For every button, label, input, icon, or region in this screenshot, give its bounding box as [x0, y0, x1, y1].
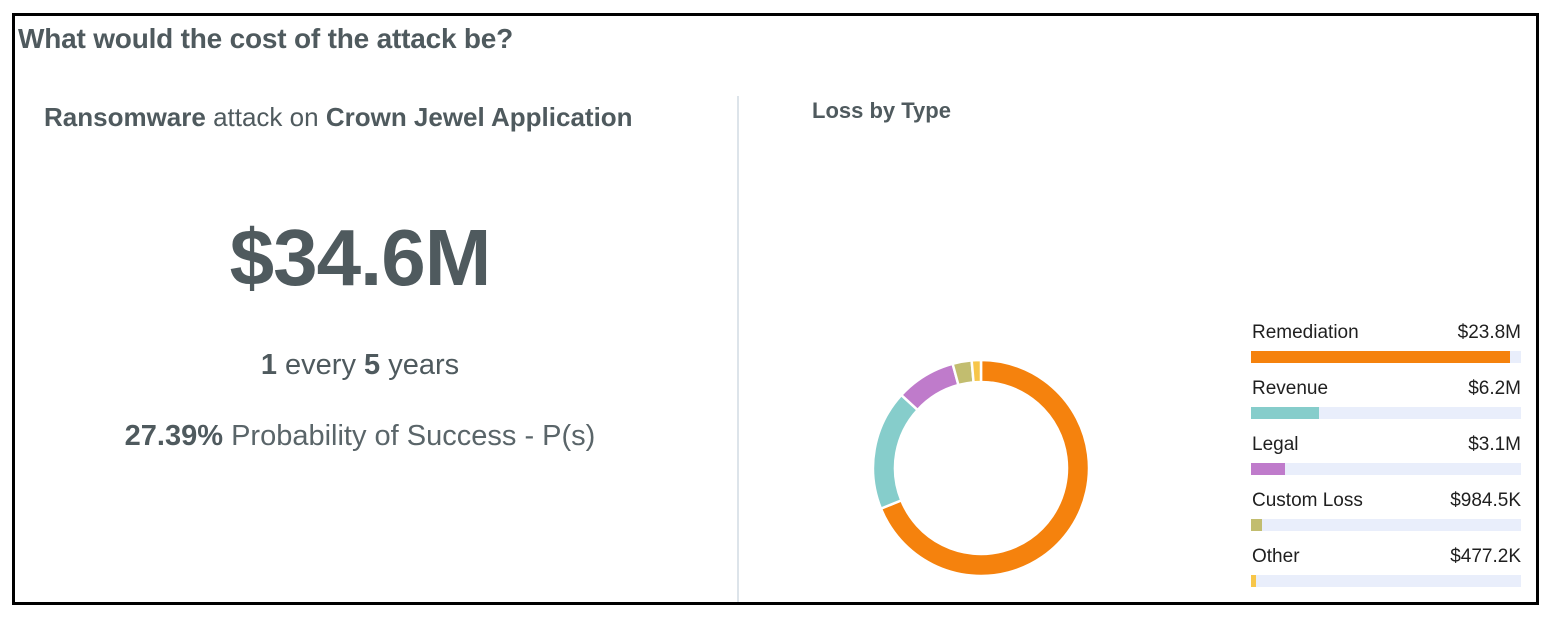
legend-bar-fill [1251, 463, 1285, 475]
legend-value: $477.2K [1450, 546, 1521, 567]
legend-label: Legal [1252, 434, 1299, 455]
legend-item-revenue[interactable]: Revenue $6.2M [1251, 374, 1521, 430]
frequency-prefix: 1 [260, 349, 277, 381]
legend-value: $6.2M [1468, 378, 1521, 399]
asset-name: Crown Jewel Application [325, 102, 633, 132]
legend-bar-track [1251, 351, 1521, 363]
legend-bar-track [1251, 575, 1521, 587]
legend-bar-fill [1251, 407, 1319, 419]
threat-name: Ransomware [44, 102, 206, 132]
legend-label: Remediation [1252, 322, 1359, 343]
panel-divider [737, 96, 739, 602]
loss-donut-chart [871, 358, 1091, 578]
donut-slice-legal[interactable] [899, 362, 960, 412]
legend-item-remediation[interactable]: Remediation $23.8M [1251, 318, 1521, 374]
frequency-middle: every [276, 349, 365, 381]
legend-bar-fill [1251, 575, 1257, 587]
probability-text: 27.39% Probability of Success - P(s) [15, 420, 705, 453]
legend-value: $23.8M [1457, 322, 1521, 343]
cost-card: What would the cost of the attack be? Ra… [12, 13, 1539, 605]
probability-value: 27.39% [124, 420, 224, 452]
legend-bar-track [1251, 407, 1521, 419]
total-cost-value: $34.6M [229, 213, 492, 302]
legend-item-legal[interactable]: Legal $3.1M [1251, 430, 1521, 486]
scenario-connector: attack on [205, 102, 326, 132]
legend-value: $3.1M [1468, 434, 1521, 455]
legend-label: Revenue [1252, 378, 1329, 399]
legend-bar-track [1251, 519, 1521, 531]
scenario-heading: Ransomware attack on Crown Jewel Applica… [44, 102, 633, 133]
legend-item-other[interactable]: Other $477.2K [1251, 542, 1521, 598]
frequency-text: 1 every 5 years [15, 349, 705, 382]
legend-bar-track [1251, 463, 1521, 475]
frequency-count: 5 [364, 349, 381, 381]
legend-label: Other [1252, 546, 1300, 567]
loss-by-type-title: Loss by Type [812, 98, 951, 123]
donut-slice-other[interactable] [970, 358, 983, 384]
donut-slice-revenue[interactable] [871, 393, 920, 511]
frequency-suffix: years [380, 349, 460, 381]
legend-bar-fill [1251, 519, 1262, 531]
donut-slice-remediation[interactable] [879, 358, 1091, 578]
loss-legend: Remediation $23.8M Revenue $6.2M Legal $3.1M C… [1251, 318, 1521, 598]
legend-label: Custom Loss [1252, 490, 1363, 511]
legend-item-custom-loss[interactable]: Custom Loss $984.5K [1251, 486, 1521, 542]
legend-value: $984.5K [1450, 490, 1521, 511]
legend-bar-fill [1251, 351, 1511, 363]
probability-label: Probability of Success - P(s) [223, 420, 596, 452]
card-title: What would the cost of the attack be? [18, 23, 514, 54]
